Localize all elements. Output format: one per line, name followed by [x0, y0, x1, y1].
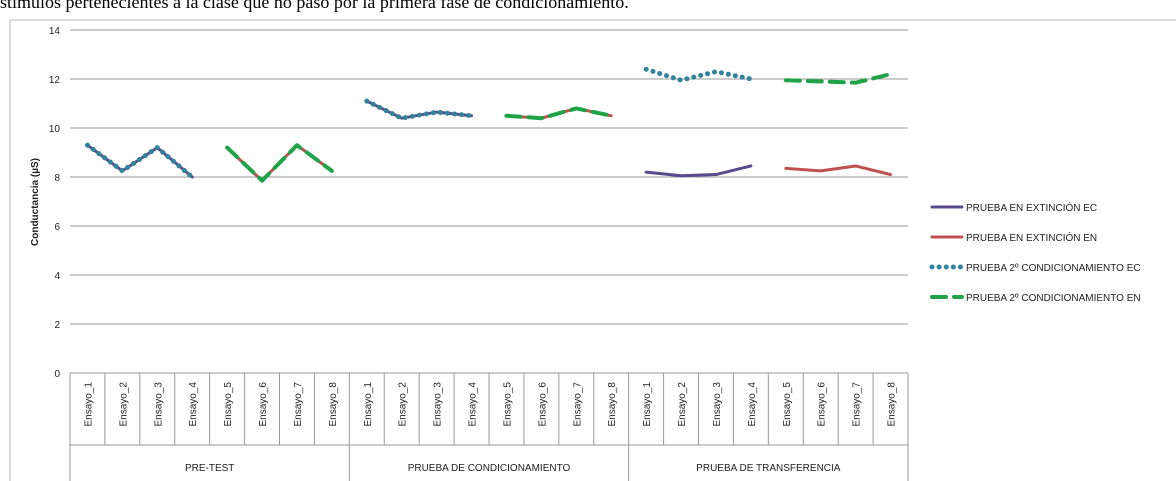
y-tick-label: 12 — [49, 75, 61, 86]
legend-label: PRUEBA EN EXTINCIÓN EC — [966, 201, 1097, 214]
y-tick-label: 8 — [54, 173, 60, 184]
x-tick-label: Ensayo_3 — [433, 382, 444, 427]
x-tick-label: Ensayo_8 — [328, 382, 339, 427]
series-line — [225, 106, 893, 183]
legend-label: PRUEBA 2º CONDICIONAMIENTO EN — [966, 293, 1141, 304]
x-tick-label: Ensayo_8 — [887, 382, 898, 427]
x-tick-label: Ensayo_8 — [607, 382, 618, 427]
chart-frame — [9, 19, 1176, 481]
x-tick-label: Ensayo_3 — [712, 382, 723, 427]
x-tick-label: Ensayo_4 — [468, 382, 479, 427]
x-tick-label: Ensayo_1 — [642, 382, 653, 427]
x-tick-label: Ensayo_2 — [118, 382, 129, 427]
series-line — [225, 72, 893, 183]
y-axis-label: Conductancia (µS) — [30, 158, 41, 246]
y-tick-label: 6 — [54, 222, 60, 233]
legend-label: PRUEBA EN EXTINCIÓN EN — [966, 231, 1097, 244]
legend-label: PRUEBA 2º CONDICIONAMIENTO EC — [966, 263, 1141, 274]
x-tick-label: Ensayo_6 — [537, 382, 548, 427]
x-tick-label: Ensayo_2 — [677, 382, 688, 427]
x-tick-label: Ensayo_4 — [747, 382, 758, 427]
group-label: PRUEBA DE TRANSFERENCIA — [696, 463, 841, 474]
x-tick-label: Ensayo_7 — [572, 382, 583, 427]
x-tick-label: Ensayo_1 — [83, 382, 94, 427]
y-tick-label: 2 — [54, 320, 60, 331]
group-label: PRUEBA DE CONDICIONAMIENTO — [408, 463, 571, 474]
x-tick-label: Ensayo_4 — [188, 382, 199, 427]
caption: stímulos pertenecientes a la clase que n… — [0, 0, 629, 12]
group-label: PRE-TEST — [185, 463, 234, 474]
x-tick-label: Ensayo_6 — [817, 382, 828, 427]
x-tick-label: Ensayo_2 — [398, 382, 409, 427]
y-tick-label: 0 — [54, 369, 60, 380]
y-tick-label: 4 — [54, 271, 60, 282]
x-tick-label: Ensayo_3 — [153, 382, 164, 427]
series-line — [84, 66, 754, 180]
x-tick-label: Ensayo_7 — [293, 382, 304, 427]
y-tick-label: 10 — [49, 124, 61, 135]
y-tick-label: 14 — [49, 26, 61, 37]
x-tick-label: Ensayo_6 — [258, 382, 269, 427]
x-tick-label: Ensayo_7 — [852, 382, 863, 427]
x-tick-label: Ensayo_1 — [363, 382, 374, 427]
x-tick-label: Ensayo_5 — [782, 382, 793, 427]
x-tick-label: Ensayo_5 — [502, 382, 513, 427]
series-line — [85, 99, 753, 179]
x-tick-label: Ensayo_5 — [223, 382, 234, 427]
